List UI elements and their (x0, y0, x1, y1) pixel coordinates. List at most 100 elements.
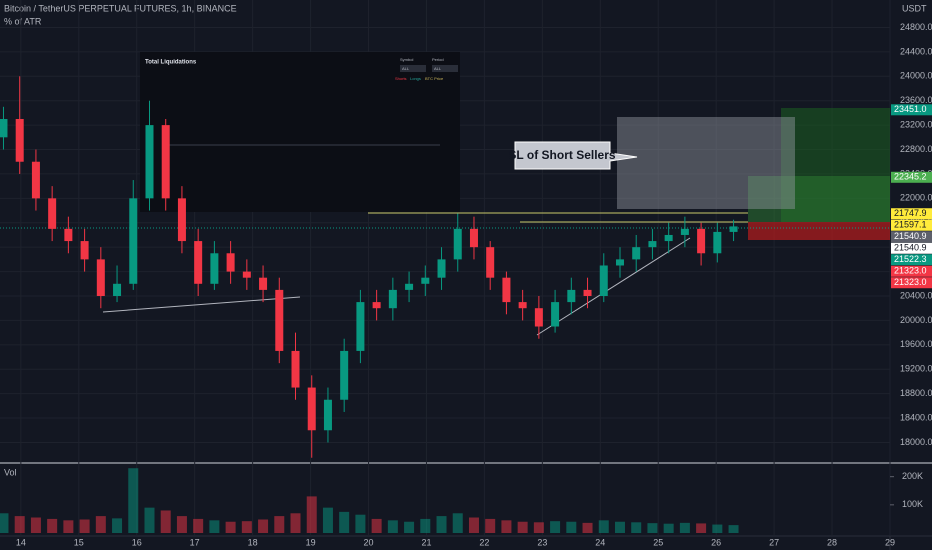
price-label: 22345.2 (894, 172, 927, 182)
volume-bar (550, 521, 561, 533)
price-label-bg (891, 208, 932, 220)
x-tick-label: 27 (769, 537, 779, 547)
price-label-bg (891, 219, 932, 231)
volume-bar (582, 522, 593, 533)
x-tick-label: 22 (479, 537, 489, 547)
candle-body (437, 259, 446, 278)
volume-bar (63, 520, 74, 533)
volume-bar (517, 521, 528, 533)
price-label-bg (891, 231, 932, 243)
inset-select-value: ALL (434, 66, 442, 71)
inset-legend: Longs (410, 76, 421, 81)
candle-body (469, 228, 478, 248)
volume-bar (485, 518, 496, 533)
y-tick-label: 24400.0 (900, 46, 932, 56)
y-tick-label: 20400.0 (900, 290, 932, 300)
volume-bar (387, 520, 398, 533)
y-tick-label: 24800.0 (900, 22, 932, 32)
candle-body (502, 277, 511, 303)
inset-panel: Total Liquidations Symbol Period ALL ALL… (140, 52, 460, 212)
x-tick-label: 14 (16, 537, 26, 547)
candle-body (534, 308, 543, 327)
candle-body (177, 198, 186, 242)
x-tick-label: 25 (653, 537, 663, 547)
candle-body (113, 283, 122, 296)
candle-body (210, 253, 219, 284)
price-label-bg (891, 265, 932, 277)
inset-select (400, 65, 426, 72)
volume-bar (339, 511, 350, 533)
volume-bar (160, 510, 171, 533)
y2-tick-label: 200K (902, 471, 923, 481)
currency: USDT (902, 3, 927, 13)
volume-bar (209, 520, 220, 533)
x-tick-label: 26 (711, 537, 721, 547)
candle-body (31, 161, 40, 199)
price-label: 21540.9 (894, 243, 927, 253)
y-tick-label: 20000.0 (900, 315, 932, 325)
inset-label: Period (432, 57, 444, 62)
candle-body (372, 302, 381, 309)
candle-body (323, 399, 332, 431)
volume-bar (566, 521, 577, 533)
trend-line (102, 296, 301, 313)
price-label: 21747.9 (894, 208, 927, 218)
volume-bar (679, 522, 690, 533)
candle-body (615, 259, 624, 266)
candle-body (680, 228, 689, 235)
y-tick-label: 19600.0 (900, 339, 932, 349)
volume-bar (322, 507, 333, 533)
volume-bar (355, 514, 366, 533)
candle-body (551, 302, 560, 327)
candle-body (486, 247, 495, 278)
candle-body (129, 198, 138, 284)
candle-body (632, 247, 641, 260)
price-label-bg (891, 242, 932, 254)
y-tick-label: 23200.0 (900, 119, 932, 129)
candle-body (242, 271, 251, 278)
y-tick-label: 18800.0 (900, 388, 932, 398)
candle-body (405, 283, 414, 290)
volume-bar (79, 519, 90, 533)
volume-bar (452, 513, 463, 533)
candle-body (226, 253, 235, 272)
price-label: 21323.0 (894, 266, 927, 276)
candle-body (161, 125, 170, 199)
volume-bar (30, 517, 41, 533)
inset-select (432, 65, 458, 72)
inset-legend: BTC Price (425, 76, 444, 81)
price-label: 21540.9 (894, 231, 927, 241)
x-tick-label: 28 (827, 537, 837, 547)
x-tick-label: 18 (248, 537, 258, 547)
price-label-bg (891, 171, 932, 183)
candle-body (64, 228, 73, 242)
candle-body (599, 265, 608, 296)
candle-body (648, 241, 657, 248)
volume-bar (647, 523, 658, 533)
volume-bar (290, 513, 301, 533)
callout-text: SL of Short Sellers (508, 148, 615, 162)
volume-bar (663, 523, 674, 533)
inset-title: Total Liquidations (145, 60, 197, 66)
candle-body (388, 289, 397, 309)
candle-body (145, 125, 154, 199)
candle-body (80, 241, 89, 260)
x-tick-label: 15 (74, 537, 84, 547)
stop-zone (748, 222, 890, 240)
callout-box (514, 141, 638, 170)
price-label-bg (891, 104, 932, 116)
volume-bar (533, 522, 544, 533)
price-label-bg (891, 277, 932, 289)
x-tick-label: 21 (421, 537, 431, 547)
volume-bar (47, 518, 58, 533)
target-zone-inner (748, 176, 890, 222)
volume-bar (193, 518, 204, 533)
price-label: 23451.0 (894, 104, 927, 114)
volume-label: Vol (4, 467, 17, 477)
x-tick-label: 23 (537, 537, 547, 547)
price-label: 21597.1 (894, 220, 927, 230)
candle-body (194, 241, 203, 284)
drawings (0, 108, 890, 336)
candle-body (307, 387, 316, 431)
